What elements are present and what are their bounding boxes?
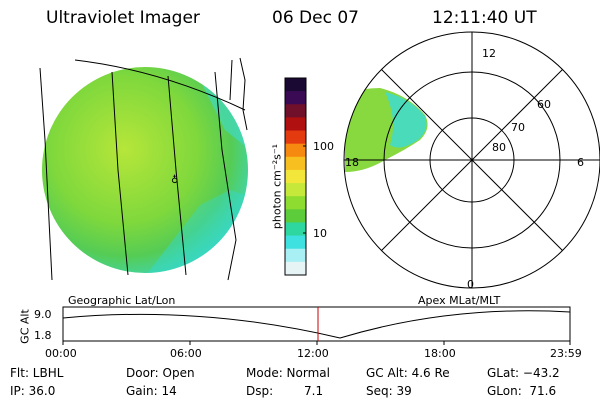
seq-info: Seq: 39 xyxy=(366,384,412,398)
colorbar-segment xyxy=(285,248,306,263)
door-info: Door: Open xyxy=(126,366,195,380)
colorbar-frame xyxy=(284,77,307,276)
colorbar-segment xyxy=(285,130,306,145)
colorbar-segment xyxy=(285,222,306,237)
lat-lon-grid xyxy=(39,57,248,281)
ip-info: IP: 36.0 xyxy=(10,384,56,398)
x-label-12: 12:00 xyxy=(297,347,329,360)
x-label-00: 00:00 xyxy=(45,347,77,360)
colorbar-segment xyxy=(285,261,306,276)
colorbar-label-100: 100 xyxy=(313,140,334,153)
colorbar-segment xyxy=(285,143,306,158)
glon-info: GLon: 71.6 xyxy=(487,384,557,398)
colorbar-segment xyxy=(285,156,306,171)
colorbar-segment xyxy=(285,209,306,223)
colorbar-segment xyxy=(285,91,306,105)
altitude-plot xyxy=(62,306,571,345)
subsolar-marker: ♁ xyxy=(171,174,178,186)
time-label: 12:11:40 UT xyxy=(432,8,537,28)
mlt-label-0: 0 xyxy=(467,278,474,291)
colorbar-segment xyxy=(285,78,306,92)
mlt-label-6: 6 xyxy=(577,156,584,169)
instrument-title: Ultraviolet Imager xyxy=(46,8,200,28)
glat-info: GLat: −43.2 xyxy=(487,366,560,380)
colorbar-unit-label: photon cm⁻²s⁻¹ xyxy=(270,143,284,230)
gc-alt-info: GC Alt: 4.6 Re xyxy=(366,366,450,380)
altitude-curve xyxy=(62,310,571,339)
colorbar-segment xyxy=(285,104,306,118)
polar-diagonal-2 xyxy=(381,69,563,251)
y-tick-9: 9.0 xyxy=(34,308,52,321)
colorbar-segment xyxy=(285,196,306,210)
mode-info: Mode: Normal xyxy=(246,366,330,380)
gain-info: Gain: 14 xyxy=(126,384,177,398)
y-tick-1-8: 1.8 xyxy=(34,329,52,342)
geographic-caption: Geographic Lat/Lon xyxy=(68,294,176,307)
dsp-value: 7.1 xyxy=(304,384,324,398)
x-label-2359: 23:59 xyxy=(550,347,582,360)
x-label-18: 18:00 xyxy=(424,347,456,360)
mlt-label-12: 12 xyxy=(482,47,496,60)
colorbar-segment xyxy=(285,183,306,197)
colorbar-segment xyxy=(285,117,306,132)
x-label-06: 06:00 xyxy=(170,347,202,360)
mlt-label-18: 18 xyxy=(345,156,359,169)
filter-info: Flt: LBHL xyxy=(10,366,64,380)
ring-label-80: 80 xyxy=(492,141,506,154)
geographic-image: ♁ xyxy=(39,57,248,281)
colorbar-label-10: 10 xyxy=(313,227,327,240)
altitude-ylabel: GC Alt xyxy=(18,309,32,344)
date-label: 06 Dec 07 xyxy=(272,8,359,28)
colorbar-segment xyxy=(285,169,306,184)
ring-label-60: 60 xyxy=(537,98,551,111)
polar-aurora-edge xyxy=(385,92,427,148)
colorbar-segment xyxy=(285,235,306,250)
ring-label-70: 70 xyxy=(511,121,525,134)
apex-caption: Apex MLat/MLT xyxy=(418,294,501,307)
dsp-label: Dsp: xyxy=(246,384,274,398)
colorbar xyxy=(284,77,307,276)
polar-plot xyxy=(343,31,600,289)
